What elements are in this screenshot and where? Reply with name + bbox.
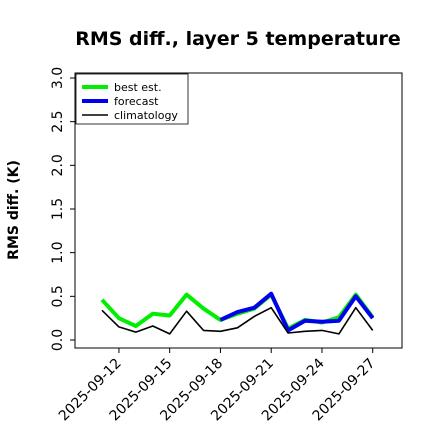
legend-label: climatology [114, 109, 178, 122]
y-tick-label: 1.5 [50, 198, 66, 220]
y-axis: 0.0 0.5 1.0 1.5 2.0 2.5 3.0 [50, 67, 75, 351]
y-tick-label: 1.0 [50, 242, 66, 264]
y-tick-label: 2.0 [50, 154, 66, 176]
x-axis: 2025-09-122025-09-152025-09-182025-09-21… [56, 348, 379, 424]
chart-title: RMS diff., layer 5 temperature [75, 28, 401, 50]
series-line-climatology [101, 306, 374, 335]
series-lines [100, 291, 375, 335]
y-tick-label: 0.0 [50, 329, 66, 351]
legend-label: forecast [114, 95, 159, 108]
series-line-forecast [219, 291, 375, 333]
y-tick-label: 2.5 [50, 111, 66, 133]
plot-area [74, 72, 403, 349]
y-tick-label: 3.0 [50, 67, 66, 89]
y-tick-label: 0.5 [50, 285, 66, 307]
y-axis-label: RMS diff. (K) [6, 160, 22, 260]
legend-label: best est. [114, 81, 162, 94]
